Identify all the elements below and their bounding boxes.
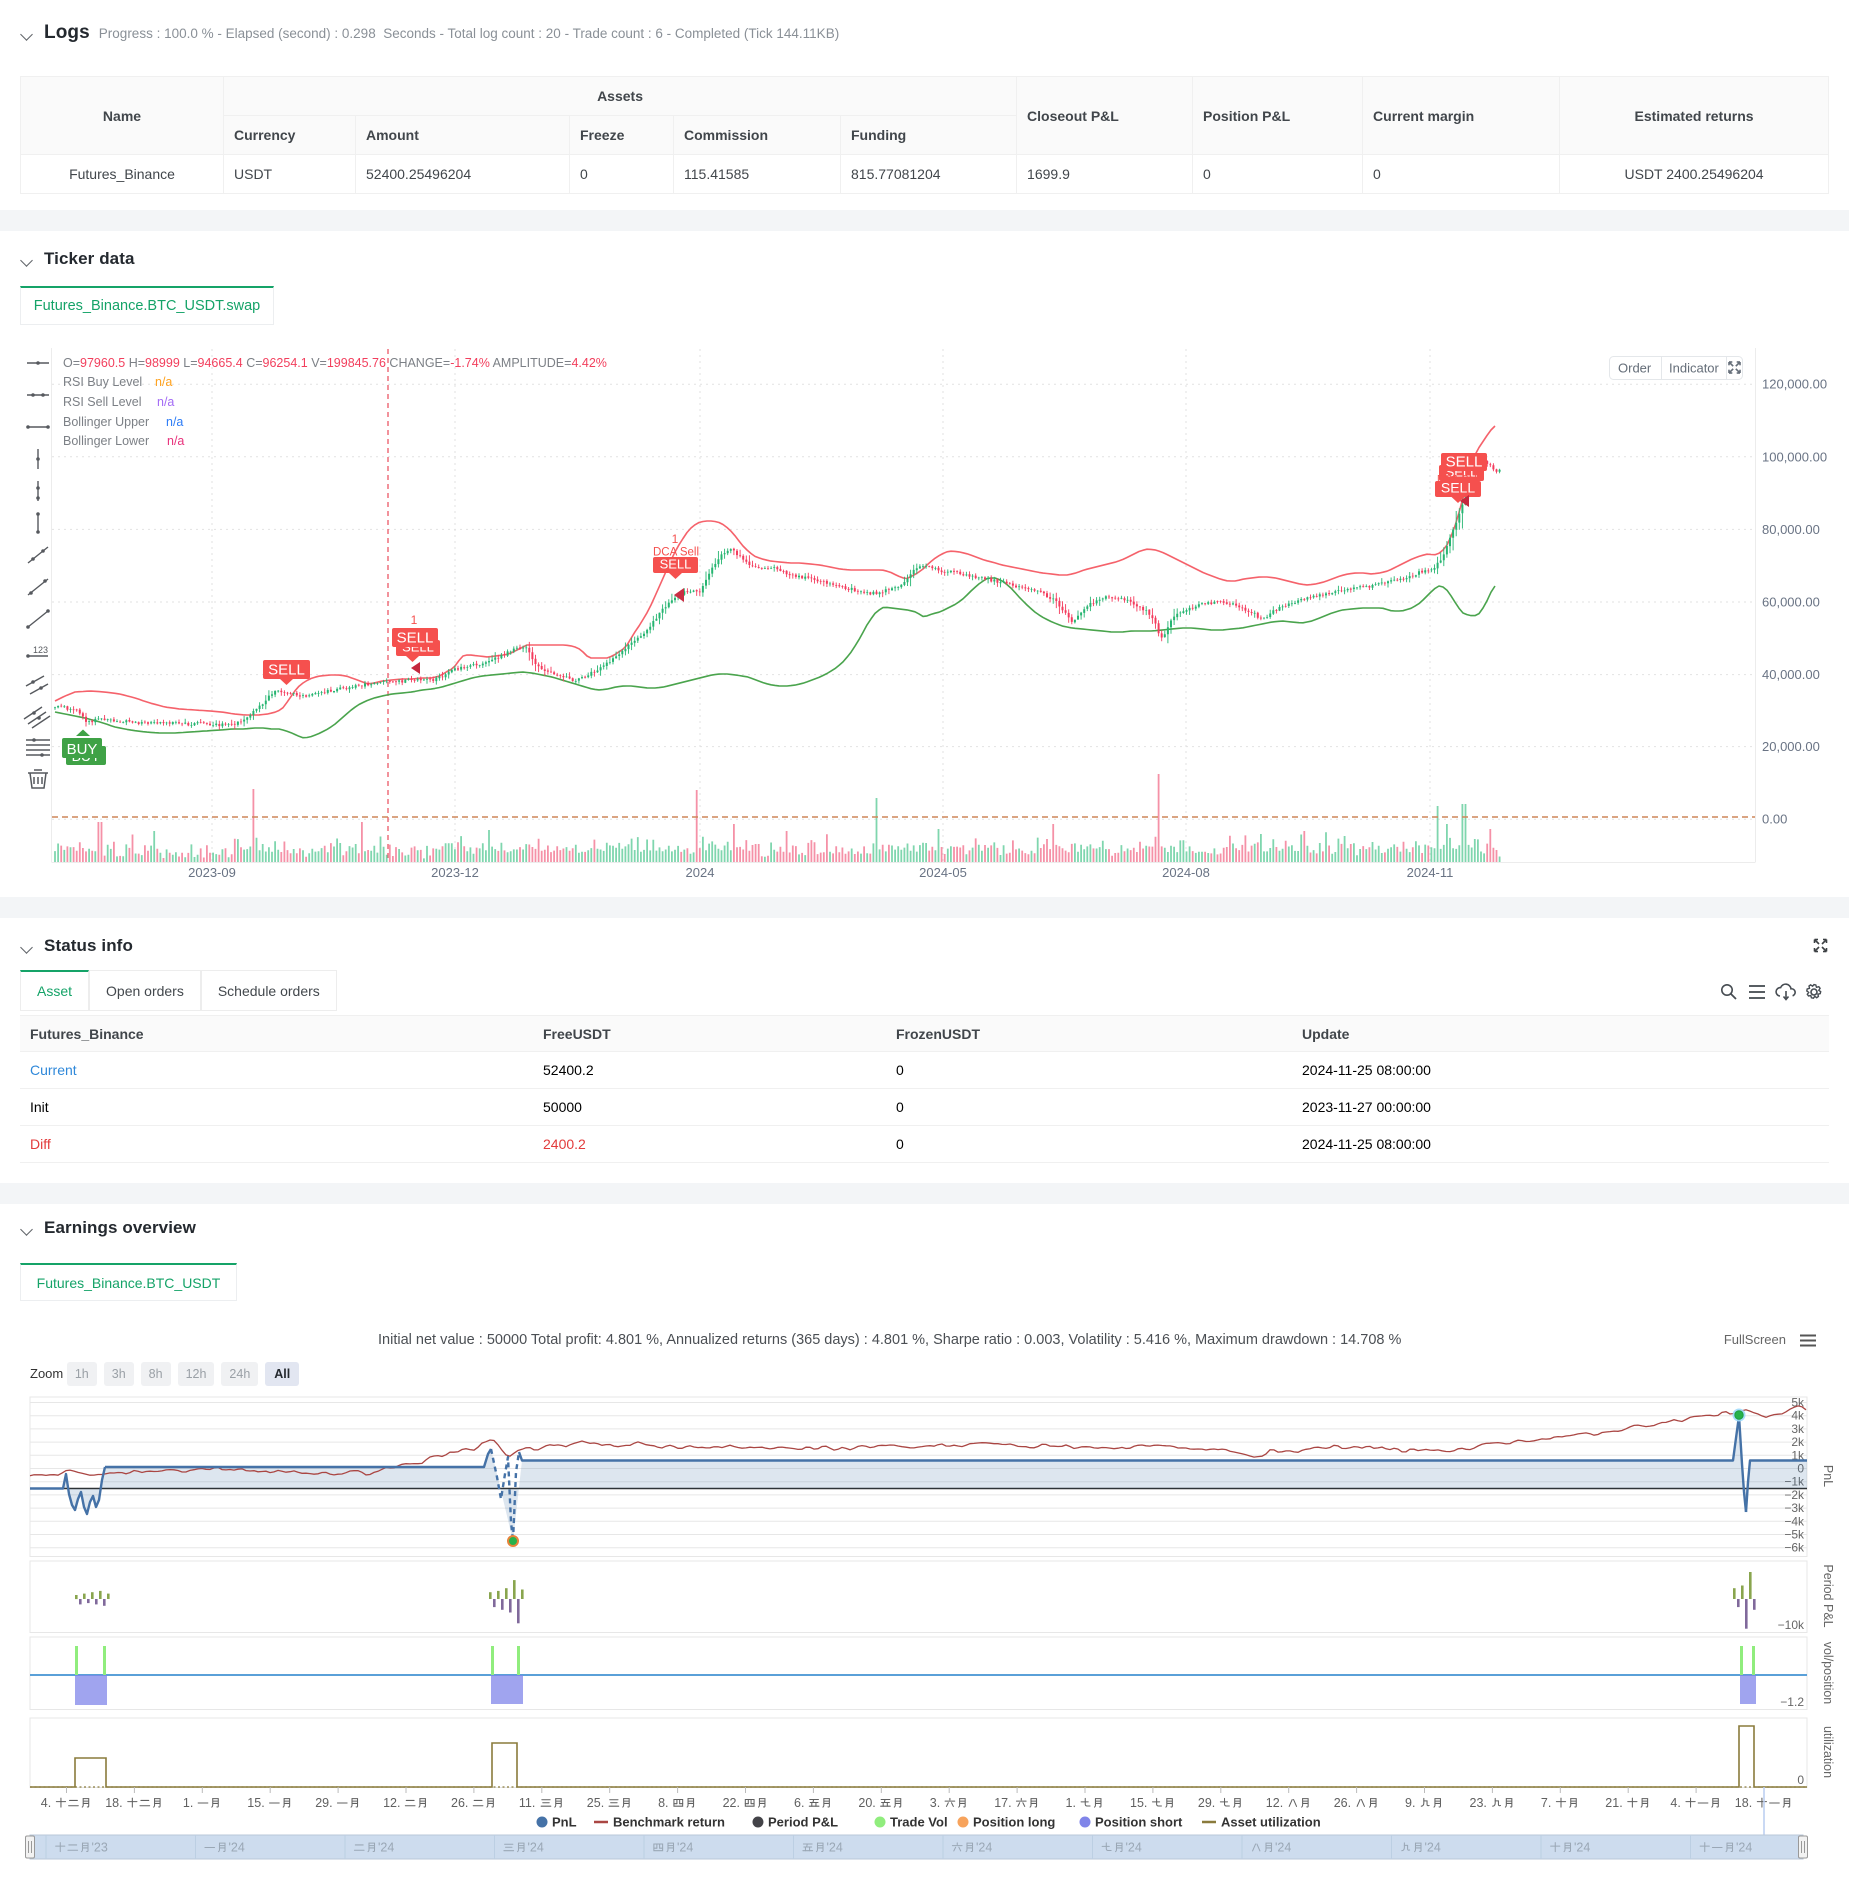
svg-text:−2k: −2k: [1784, 1488, 1805, 1502]
svg-text:2023-12: 2023-12: [431, 865, 479, 880]
svg-text:17.: 17.: [994, 1796, 1011, 1810]
svg-text:21.: 21.: [1605, 1796, 1622, 1810]
svg-text:2k: 2k: [1791, 1435, 1805, 1449]
svg-text:Position short: Position short: [1095, 1815, 1183, 1830]
svg-text:120,000.00: 120,000.00: [1762, 377, 1827, 392]
svg-text:5k: 5k: [1791, 1396, 1805, 1410]
svg-text:Benchmark return: Benchmark return: [613, 1815, 725, 1830]
svg-text:15.: 15.: [247, 1796, 264, 1810]
svg-text:utilization: utilization: [1821, 1726, 1835, 1778]
svg-text:0: 0: [1797, 1773, 1804, 1787]
svg-text:'24: '24: [1425, 1841, 1441, 1855]
svg-text:6.: 6.: [794, 1796, 804, 1810]
svg-text:vol/position: vol/position: [1821, 1642, 1835, 1705]
svg-text:'24: '24: [1574, 1841, 1590, 1855]
svg-text:n/a: n/a: [155, 375, 172, 389]
svg-text:11.: 11.: [519, 1796, 535, 1810]
svg-text:2023-09: 2023-09: [188, 865, 236, 880]
svg-text:n/a: n/a: [166, 415, 183, 429]
svg-text:Period P&L: Period P&L: [1821, 1564, 1835, 1627]
svg-text:2024: 2024: [686, 865, 715, 880]
svg-text:DCA Sell: DCA Sell: [653, 547, 699, 559]
svg-text:12.: 12.: [1266, 1796, 1283, 1810]
svg-text:SELL: SELL: [1446, 454, 1483, 471]
svg-text:BUY: BUY: [67, 741, 98, 758]
svg-text:1: 1: [411, 613, 418, 627]
svg-text:2024-11: 2024-11: [1407, 865, 1454, 880]
svg-text:Position long: Position long: [973, 1815, 1055, 1830]
svg-text:2024-08: 2024-08: [1162, 865, 1210, 880]
svg-text:SELL: SELL: [397, 630, 434, 647]
svg-text:0: 0: [1797, 1462, 1804, 1476]
svg-text:20.: 20.: [858, 1796, 875, 1810]
svg-text:29.: 29.: [1198, 1796, 1215, 1810]
svg-text:Order: Order: [1618, 361, 1652, 376]
svg-text:80,000.00: 80,000.00: [1762, 522, 1820, 537]
svg-text:Period P&L: Period P&L: [768, 1815, 838, 1830]
svg-text:1k: 1k: [1791, 1448, 1805, 1462]
svg-text:18.: 18.: [105, 1796, 122, 1810]
svg-text:SELL: SELL: [268, 662, 305, 679]
svg-text:4.: 4.: [41, 1796, 51, 1810]
svg-text:12.: 12.: [383, 1796, 400, 1810]
svg-text:RSI Sell Level: RSI Sell Level: [63, 395, 142, 409]
svg-text:26.: 26.: [1334, 1796, 1351, 1810]
svg-text:Asset utilization: Asset utilization: [1221, 1815, 1321, 1830]
svg-text:'24: '24: [1736, 1841, 1752, 1855]
svg-text:'24: '24: [677, 1841, 693, 1855]
svg-text:8.: 8.: [658, 1796, 668, 1810]
svg-text:Bollinger Upper: Bollinger Upper: [63, 415, 149, 429]
svg-text:PnL: PnL: [552, 1815, 577, 1830]
svg-text:20,000.00: 20,000.00: [1762, 739, 1820, 754]
svg-text:0.00: 0.00: [1762, 812, 1787, 827]
svg-text:−1k: −1k: [1784, 1475, 1805, 1489]
svg-text:Indicator: Indicator: [1669, 361, 1720, 376]
svg-text:4.: 4.: [1670, 1796, 1680, 1810]
svg-text:2024-05: 2024-05: [919, 865, 967, 880]
svg-text:1.: 1.: [1066, 1796, 1076, 1810]
svg-text:3.: 3.: [930, 1796, 940, 1810]
svg-text:n/a: n/a: [167, 434, 184, 448]
svg-text:'24: '24: [528, 1841, 544, 1855]
svg-text:22.: 22.: [723, 1796, 740, 1810]
svg-text:3k: 3k: [1791, 1422, 1805, 1436]
svg-text:RSI Buy Level: RSI Buy Level: [63, 375, 142, 389]
svg-text:'24: '24: [1275, 1841, 1291, 1855]
svg-text:Trade Vol: Trade Vol: [890, 1815, 948, 1830]
svg-text:'24: '24: [229, 1841, 245, 1855]
svg-text:'23: '23: [92, 1841, 108, 1855]
svg-text:n/a: n/a: [157, 395, 174, 409]
svg-text:−6k: −6k: [1784, 1541, 1805, 1555]
svg-text:123: 123: [33, 645, 48, 655]
svg-text:18.: 18.: [1735, 1796, 1752, 1810]
svg-text:25.: 25.: [587, 1796, 604, 1810]
svg-text:SELL: SELL: [660, 557, 692, 572]
svg-text:1.: 1.: [183, 1796, 193, 1810]
svg-text:7.: 7.: [1541, 1796, 1551, 1810]
svg-text:'24: '24: [976, 1841, 992, 1855]
svg-text:100,000.00: 100,000.00: [1762, 449, 1827, 464]
svg-text:29.: 29.: [315, 1796, 332, 1810]
svg-text:−4k: −4k: [1784, 1514, 1805, 1528]
svg-text:−1.2: −1.2: [1780, 1695, 1804, 1709]
svg-text:−3k: −3k: [1784, 1501, 1805, 1515]
svg-text:PnL: PnL: [1821, 1465, 1835, 1487]
svg-text:'24: '24: [378, 1841, 394, 1855]
svg-text:23.: 23.: [1470, 1796, 1487, 1810]
svg-text:4k: 4k: [1791, 1409, 1805, 1423]
svg-text:−10k: −10k: [1778, 1618, 1805, 1632]
svg-text:26.: 26.: [451, 1796, 468, 1810]
svg-text:'24: '24: [827, 1841, 843, 1855]
svg-text:60,000.00: 60,000.00: [1762, 595, 1820, 610]
svg-text:1: 1: [672, 532, 679, 546]
svg-text:SELL: SELL: [1441, 480, 1475, 496]
svg-text:Bollinger Lower: Bollinger Lower: [63, 434, 149, 448]
svg-text:40,000.00: 40,000.00: [1762, 667, 1820, 682]
svg-text:O=97960.5 H=98999 L=94665.4 C=: O=97960.5 H=98999 L=94665.4 C=96254.1 V=…: [63, 356, 607, 370]
svg-text:'24: '24: [1126, 1841, 1142, 1855]
svg-text:9.: 9.: [1405, 1796, 1415, 1810]
svg-text:−5k: −5k: [1784, 1528, 1805, 1542]
svg-text:15.: 15.: [1130, 1796, 1147, 1810]
